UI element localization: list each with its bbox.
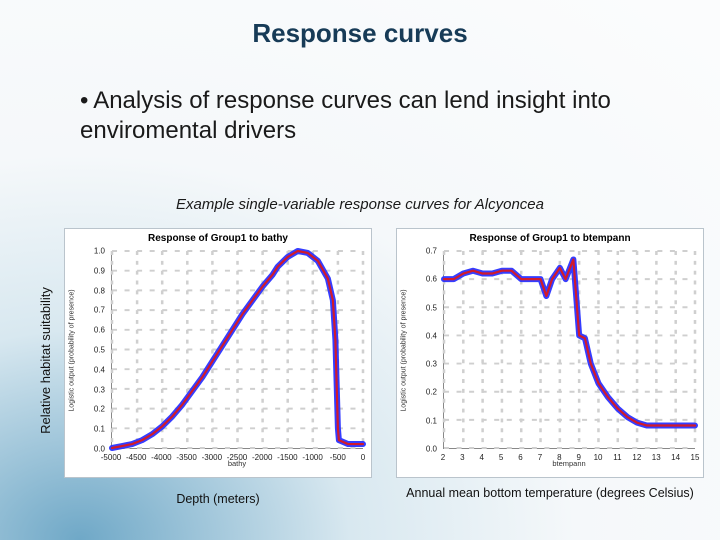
charts-row: Response of Group1 to bathy Logistic out… [64,228,704,478]
chart-left-panel: Response of Group1 to bathy Logistic out… [64,228,372,478]
bullet-text: Analysis of response curves can lend ins… [80,87,611,144]
chart-left-x-caption: Depth (meters) [64,486,372,506]
chart-right-panel: Response of Group1 to btempann Logistic … [396,228,704,478]
chart-right-svg [444,251,695,448]
chart-right-plot [443,251,695,449]
bullet-dot: • [80,86,93,116]
chart-left-plot [111,251,363,449]
chart-left-title: Response of Group1 to bathy [65,233,371,244]
chart-left-svg [112,251,363,448]
slide-title: Response curves [0,0,720,49]
chart-left-y-ticks: 0.00.10.20.30.40.50.60.70.80.91.0 [65,251,109,449]
chart-right-y-ticks: 0.00.10.20.30.40.50.60.7 [397,251,441,449]
example-caption: Example single-variable response curves … [0,196,720,213]
chart-right-title: Response of Group1 to btempann [397,233,703,244]
chart-right-inner-xlabel: btempann [443,451,695,477]
outer-y-axis-label: Relative habitat suitability [36,260,54,460]
bullet-item: •Analysis of response curves can lend in… [80,86,660,146]
chart-right-x-caption: Annual mean bottom temperature (degrees … [396,486,704,500]
chart-left-inner-xlabel: bathy [111,451,363,477]
